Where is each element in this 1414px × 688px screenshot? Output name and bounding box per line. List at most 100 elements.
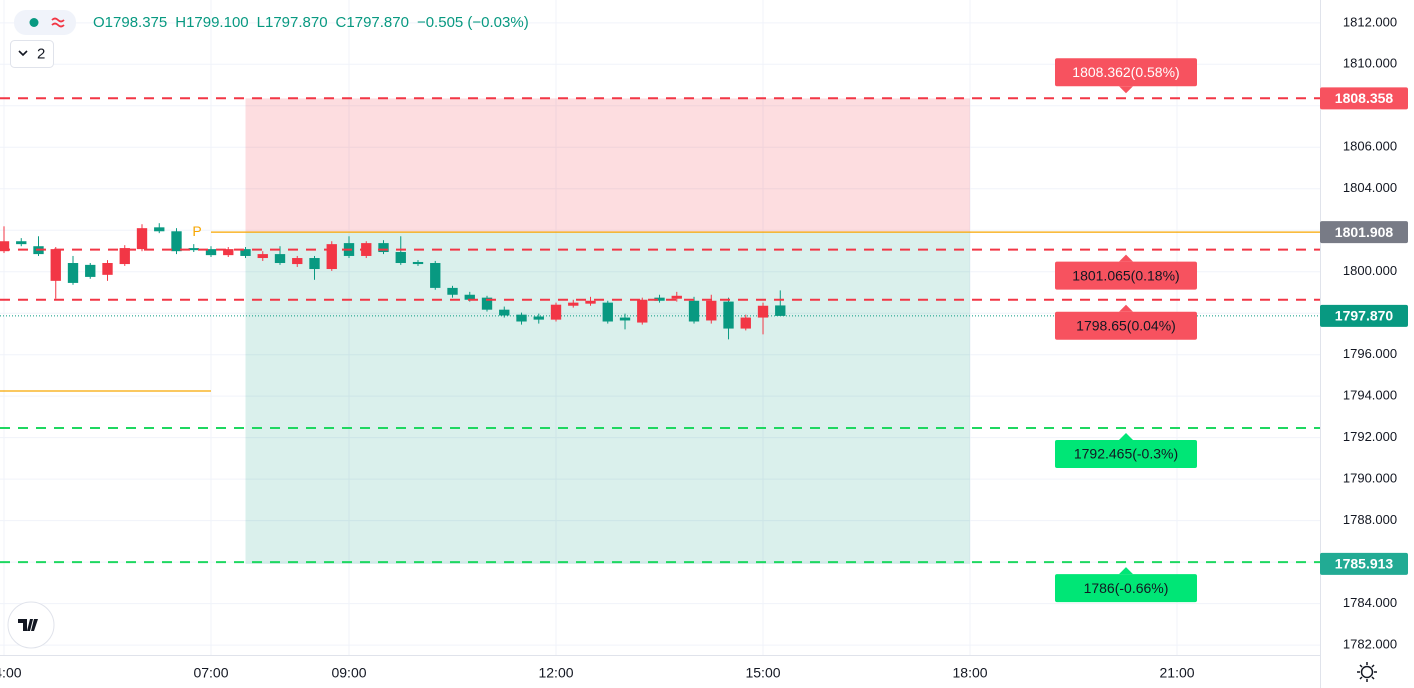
level-label-box xyxy=(1055,311,1197,340)
ohlc-legend: O1798.375 H1799.100 L1797.870 C1797.870 −0.5… xyxy=(93,14,529,31)
candle-body xyxy=(464,294,475,300)
settings-icon-core xyxy=(1360,665,1374,679)
candle-body xyxy=(757,305,769,318)
y-tick-label: 1788.000 xyxy=(1343,512,1397,527)
candle-body xyxy=(257,254,268,259)
candle-body xyxy=(740,317,751,329)
symbol-pill[interactable] xyxy=(14,10,76,35)
candle-body xyxy=(378,243,389,253)
level-label-arrow xyxy=(1119,433,1133,441)
overlay: O1798.375 H1799.100 L1797.870 C1797.870 −0.5… xyxy=(7,10,1377,682)
candle-body xyxy=(550,304,562,320)
candle-body xyxy=(688,300,700,322)
price-tag xyxy=(1320,304,1408,327)
candle-body xyxy=(154,227,165,232)
level-label-box xyxy=(1055,440,1197,469)
candle-body xyxy=(326,244,337,270)
candle-body xyxy=(671,295,682,299)
candle-body xyxy=(533,316,544,320)
price-tag xyxy=(1320,87,1408,110)
collapse-button[interactable] xyxy=(10,40,54,68)
indicator-icon xyxy=(51,17,65,28)
candle-body xyxy=(50,249,61,281)
y-tick-label: 1812.000 xyxy=(1343,14,1397,29)
candle-body xyxy=(205,249,217,256)
settings-icon-rays xyxy=(1357,662,1377,682)
candle-body xyxy=(240,249,251,256)
price-tag-label: 1801.908 xyxy=(1335,224,1394,240)
price-tag-label: 1797.870 xyxy=(1335,308,1394,324)
candle-body xyxy=(102,263,113,275)
candle-body xyxy=(0,241,10,252)
chevron-icon xyxy=(18,50,28,57)
candle-body xyxy=(136,228,148,250)
ohlc-value: H1799.100 xyxy=(175,14,248,31)
y-tick-label: 1784.000 xyxy=(1343,595,1397,610)
candle-body xyxy=(481,297,493,310)
ohlc-value: C1797.870 xyxy=(336,14,409,31)
candle-body xyxy=(67,263,79,283)
candle-body xyxy=(395,252,406,264)
candle-body xyxy=(447,287,458,295)
candle-body xyxy=(188,248,199,251)
price-tag xyxy=(1320,221,1408,244)
x-tick-label: 07:00 xyxy=(193,665,228,681)
level-label: 1786(-0.66%) xyxy=(1084,580,1169,596)
candle-body xyxy=(292,258,303,265)
level-label-arrow xyxy=(1119,567,1133,575)
stop-zone xyxy=(245,98,971,233)
level-label: 1798.65(0.04%) xyxy=(1076,317,1176,333)
level-label-box xyxy=(1055,58,1197,87)
ohlc-value: −0.505 (−0.03%) xyxy=(417,14,529,31)
plot-area: P xyxy=(0,0,1320,655)
level-label-box xyxy=(1055,261,1197,290)
x-tick-label: 09:00 xyxy=(331,665,366,681)
candle-body xyxy=(585,300,596,304)
candle-body xyxy=(706,300,717,321)
y-tick-label: 1810.000 xyxy=(1343,56,1397,71)
level-label: 1801.065(0.18%) xyxy=(1072,267,1179,283)
candle-body xyxy=(223,249,234,256)
candle-body xyxy=(637,299,648,323)
candle-body xyxy=(274,254,286,264)
candle-body xyxy=(723,301,734,329)
candle-body xyxy=(499,309,510,316)
candle-body xyxy=(654,297,665,301)
candle-body xyxy=(309,258,320,270)
x-tick-label: 21:00 xyxy=(1160,665,1195,681)
candle-body xyxy=(775,305,786,316)
y-tick-label: 1782.000 xyxy=(1343,637,1397,652)
level-label-arrow xyxy=(1119,86,1133,94)
settings-icon[interactable] xyxy=(1357,662,1377,682)
level-label-arrow xyxy=(1119,254,1133,262)
pivot-label: P xyxy=(192,223,201,239)
x-tick-label: 04:00 xyxy=(0,665,22,681)
target-zone xyxy=(245,232,971,564)
candle-body xyxy=(602,302,613,322)
y-tick-label: 1800.000 xyxy=(1343,263,1397,278)
candle-body xyxy=(16,241,27,245)
badge-count: 2 xyxy=(37,45,45,62)
level-label-box xyxy=(1055,574,1197,603)
candle-body xyxy=(568,302,579,306)
ohlc-value: O1798.375 xyxy=(93,14,167,31)
ohlc-value: L1797.870 xyxy=(257,14,328,31)
level-label-arrow xyxy=(1119,304,1133,312)
price-tag-label: 1785.913 xyxy=(1335,556,1394,572)
y-tick-label: 1790.000 xyxy=(1343,471,1397,486)
axes: 1782.0001784.0001786.0001788.0001790.000… xyxy=(0,14,1408,681)
candle-body xyxy=(171,231,182,252)
logo xyxy=(18,619,38,631)
candle-body xyxy=(516,314,527,322)
level-label: 1808.362(0.58%) xyxy=(1072,64,1179,80)
x-tick-label: 12:00 xyxy=(538,665,573,681)
candle-body xyxy=(430,263,441,288)
candle-body xyxy=(412,261,424,265)
y-tick-label: 1794.000 xyxy=(1343,388,1397,403)
candle-body xyxy=(85,264,96,277)
y-tick-label: 1792.000 xyxy=(1343,429,1397,444)
status-dot xyxy=(29,18,39,27)
